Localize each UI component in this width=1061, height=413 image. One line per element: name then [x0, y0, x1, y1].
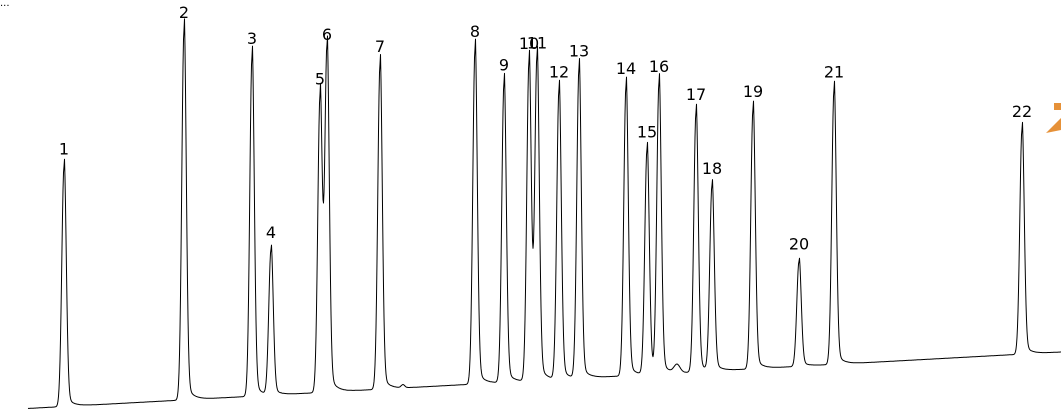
peak-label: 10: [519, 34, 539, 53]
peak-label: 11: [527, 34, 547, 53]
peak-label: 19: [743, 82, 763, 101]
peak-label: 20: [789, 234, 809, 253]
peak-label: 1: [59, 140, 69, 159]
peak-label: 22: [1012, 102, 1032, 121]
peak-label: 18: [702, 159, 722, 178]
peak-label: 3: [247, 29, 257, 48]
peak-label: 9: [499, 55, 509, 74]
peak-label: 21: [824, 62, 844, 81]
peak-label: 7: [375, 37, 385, 56]
peak-label: 5: [315, 70, 325, 89]
peak-label: 4: [266, 223, 276, 242]
peak-label: 13: [569, 41, 589, 60]
peak-label: 12: [549, 62, 569, 81]
peak-label: 17: [686, 85, 706, 104]
peak-label: 14: [616, 59, 636, 78]
chromatogram-trace: [27, 18, 1061, 409]
peak-label: 6: [322, 25, 332, 44]
peak-label: 2: [179, 3, 189, 22]
peak-label: 16: [649, 57, 669, 76]
corner-text: ...: [0, 0, 10, 9]
peak-label: 8: [470, 22, 480, 41]
orange-mark-icon: [1046, 103, 1061, 133]
peak-label: 15: [637, 123, 657, 142]
